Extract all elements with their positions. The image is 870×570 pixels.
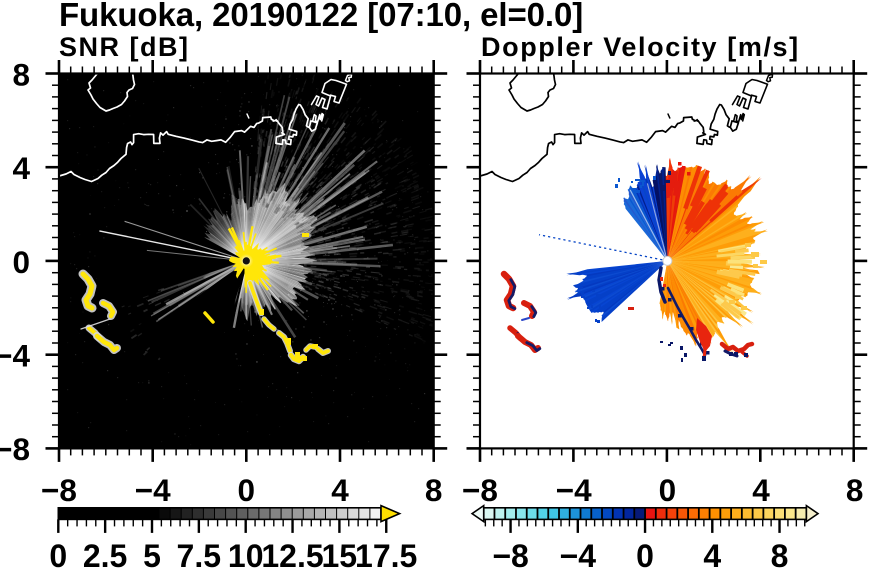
svg-text:0: 0 — [12, 244, 30, 280]
svg-text:0: 0 — [636, 538, 654, 570]
svg-text:Doppler Velocity [m/s]: Doppler Velocity [m/s] — [481, 32, 800, 62]
svg-text:0: 0 — [49, 538, 67, 570]
svg-text:2.5: 2.5 — [83, 538, 127, 570]
svg-text:8: 8 — [771, 538, 789, 570]
svg-text:4: 4 — [703, 538, 721, 570]
svg-text:12.5: 12.5 — [261, 538, 323, 570]
svg-text:−4: −4 — [0, 338, 30, 374]
svg-text:−8: −8 — [462, 472, 498, 508]
svg-text:5: 5 — [143, 538, 161, 570]
svg-text:−8: −8 — [41, 472, 77, 508]
svg-text:8: 8 — [425, 472, 443, 508]
svg-text:−8: −8 — [0, 431, 30, 467]
svg-text:4: 4 — [331, 472, 349, 508]
svg-text:−4: −4 — [556, 472, 592, 508]
svg-text:8: 8 — [12, 57, 30, 93]
svg-text:0: 0 — [238, 472, 256, 508]
svg-text:SNR [dB]: SNR [dB] — [59, 32, 189, 62]
svg-text:Fukuoka, 20190122 [07:10, el=0: Fukuoka, 20190122 [07:10, el=0.0] — [59, 0, 583, 33]
svg-text:−4: −4 — [560, 538, 597, 570]
svg-text:4: 4 — [12, 150, 30, 186]
svg-text:0: 0 — [659, 472, 677, 508]
svg-text:17.5: 17.5 — [355, 538, 417, 570]
svg-text:8: 8 — [846, 472, 864, 508]
svg-text:−4: −4 — [135, 472, 171, 508]
svg-text:4: 4 — [752, 472, 770, 508]
svg-text:10: 10 — [228, 538, 264, 570]
svg-text:−8: −8 — [492, 538, 528, 570]
svg-text:15: 15 — [322, 538, 358, 570]
svg-text:7.5: 7.5 — [177, 538, 221, 570]
